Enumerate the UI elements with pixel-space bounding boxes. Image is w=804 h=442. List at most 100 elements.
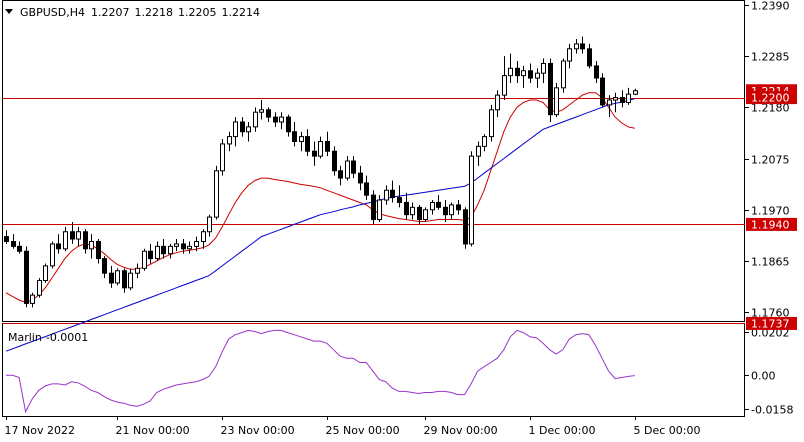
price-tick-label: 1.2390	[751, 0, 790, 13]
candle	[168, 243, 173, 259]
candle	[535, 68, 540, 88]
candle	[148, 243, 153, 264]
time-tick-label: 17 Nov 2022	[5, 424, 75, 437]
candle-body	[259, 109, 264, 113]
candle	[122, 268, 127, 293]
candle	[207, 214, 212, 237]
candle-body	[201, 231, 206, 242]
candle-body	[122, 270, 127, 289]
candle	[633, 88, 638, 96]
candle	[63, 226, 68, 252]
candle	[554, 82, 559, 118]
candle-body	[155, 245, 160, 260]
candle-body	[371, 194, 376, 221]
candle	[305, 129, 310, 157]
candle	[430, 200, 435, 215]
candle	[70, 221, 75, 244]
candle	[83, 229, 88, 254]
candle-body	[515, 67, 520, 77]
candle	[495, 90, 500, 118]
indicator-value: -0.0001	[46, 331, 88, 344]
candle-body	[633, 90, 638, 95]
candle-body	[482, 136, 487, 147]
candle-body	[214, 170, 219, 218]
candle-body	[338, 170, 343, 179]
candle-body	[83, 231, 88, 250]
candle	[37, 278, 42, 298]
marlin-line	[6, 329, 635, 414]
candle	[227, 131, 232, 152]
candle	[423, 207, 428, 222]
candle	[50, 241, 55, 269]
candle-body	[489, 109, 494, 138]
moving-averages	[5, 92, 635, 352]
candle	[325, 131, 330, 157]
candle-body	[181, 243, 186, 250]
candle-body	[410, 206, 415, 216]
candle-body	[404, 201, 409, 216]
candle	[587, 43, 592, 69]
candle	[502, 56, 507, 101]
candle	[142, 248, 147, 271]
candle-body	[332, 150, 337, 172]
level-tag-0: 1.2200	[746, 91, 797, 105]
price-tick-label: 1.1970	[751, 205, 790, 218]
candle-body	[508, 67, 513, 77]
price-tick-label: 1.2180	[751, 102, 790, 115]
candle	[358, 165, 363, 191]
candle	[397, 185, 402, 208]
indicator-frame	[2, 323, 745, 417]
candle-body	[351, 160, 356, 174]
open-value: 1.2207	[91, 6, 130, 19]
candle	[574, 39, 579, 54]
candle	[318, 136, 323, 159]
candle	[345, 156, 350, 181]
candle	[469, 151, 474, 247]
candle-body	[364, 182, 369, 196]
candle-body	[502, 75, 507, 96]
candle	[561, 58, 566, 93]
candle-body	[430, 201, 435, 211]
candle	[548, 58, 553, 122]
price-tick-label: 1.1760	[751, 307, 790, 320]
candle-body	[626, 93, 631, 103]
candle	[181, 239, 186, 254]
candle-body	[417, 206, 422, 221]
price-tick-label: 1.2285	[751, 51, 790, 64]
candle	[482, 134, 487, 152]
indicator-name: Marlin	[8, 331, 42, 344]
high-value: 1.2218	[134, 6, 173, 19]
candle-body	[102, 258, 107, 274]
symbol-menu-arrow-icon[interactable]	[5, 9, 13, 14]
candle-body	[377, 199, 382, 221]
close-value: 1.2214	[221, 6, 260, 19]
indicator-tick-label: -0.0158	[751, 404, 793, 417]
candle-body	[305, 136, 310, 152]
candle-body	[312, 150, 317, 157]
candle-body	[279, 116, 284, 123]
candle-body	[135, 267, 140, 274]
candle	[259, 100, 264, 120]
candle	[96, 239, 101, 264]
candle-body	[345, 160, 350, 179]
candle-body	[4, 236, 9, 242]
candle	[246, 121, 251, 142]
candle	[521, 65, 526, 88]
candle	[449, 202, 454, 220]
candle-body	[548, 62, 553, 116]
candle	[161, 239, 166, 259]
candle	[613, 92, 618, 113]
candle-body	[443, 206, 448, 216]
candle	[220, 139, 225, 176]
candle-body	[37, 280, 42, 296]
candle-body	[50, 243, 55, 267]
candle	[476, 141, 481, 166]
candle	[541, 58, 546, 83]
candle-body	[567, 48, 572, 62]
candle	[194, 236, 199, 252]
candle-body	[194, 240, 199, 247]
candle-body	[358, 172, 363, 184]
candle-body	[142, 250, 147, 269]
candle	[11, 234, 16, 249]
candle-body	[476, 145, 481, 157]
